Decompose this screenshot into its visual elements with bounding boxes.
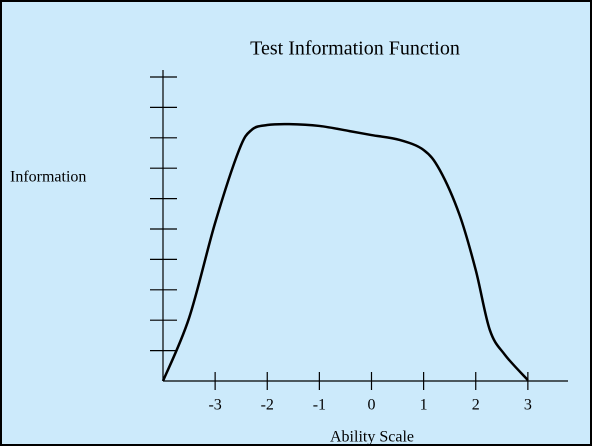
x-tick-label: 0 (367, 397, 375, 414)
information-curve (161, 122, 529, 382)
x-tick-label: -2 (261, 397, 274, 414)
x-tick-label: 3 (524, 397, 532, 414)
x-axis-label: Ability Scale (330, 429, 414, 446)
x-tick-label: -1 (313, 397, 326, 414)
x-tick-label: 1 (420, 397, 428, 414)
y-axis-label: Information (10, 169, 86, 186)
chart-title: Test Information Function (250, 38, 460, 60)
x-tick-label: 2 (472, 397, 480, 414)
x-tick-label: -3 (208, 397, 221, 414)
